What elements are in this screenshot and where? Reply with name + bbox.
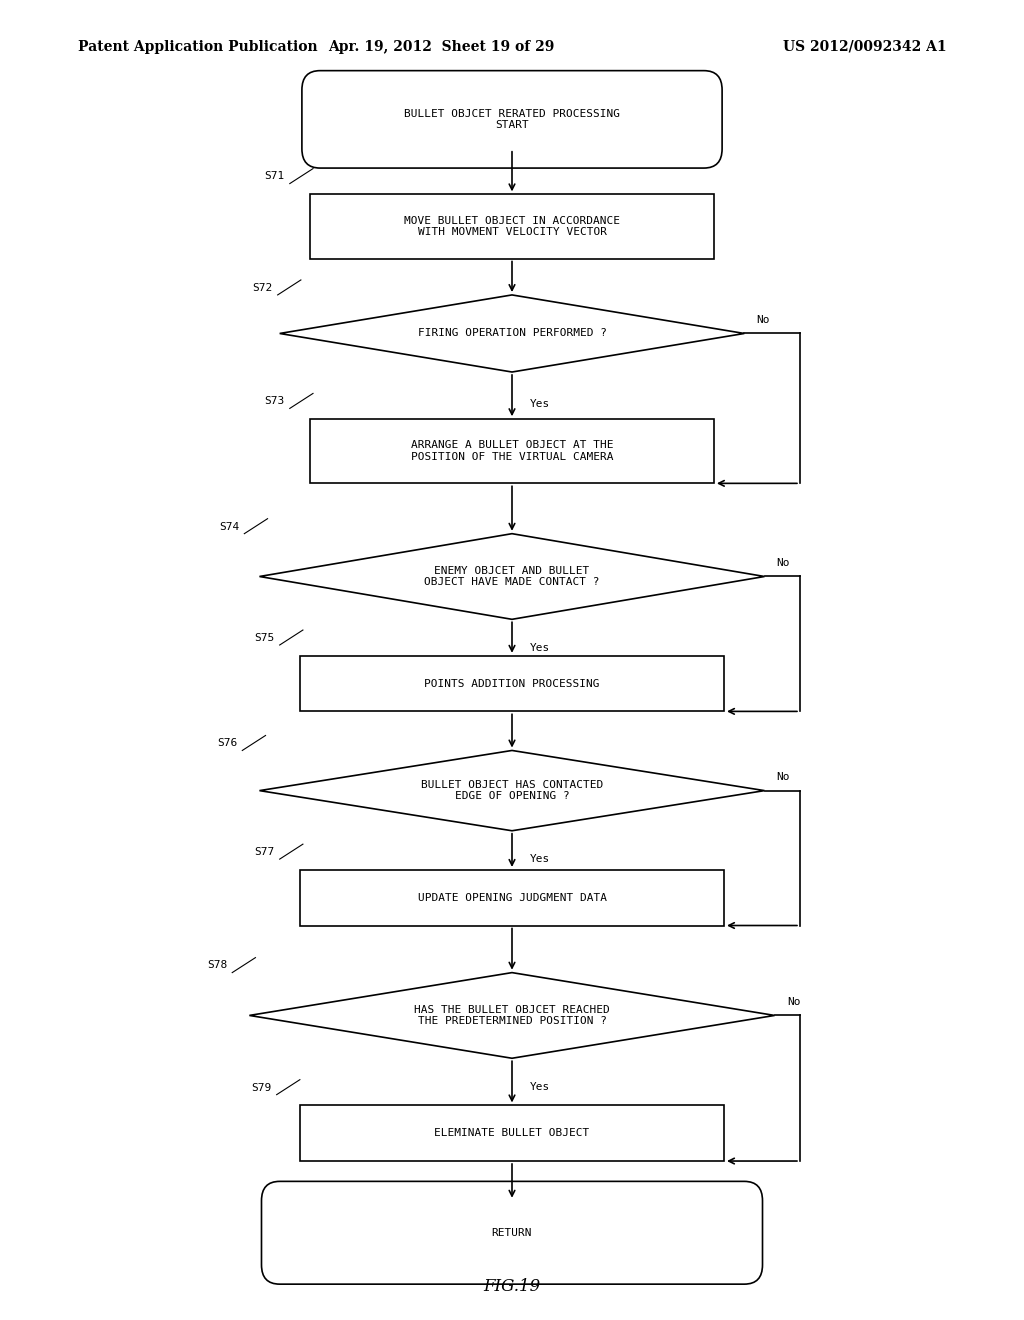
Text: S76: S76 [217,738,238,748]
Text: S71: S71 [264,172,285,181]
Text: HAS THE BULLET OBJCET REACHED
THE PREDETERMINED POSITION ?: HAS THE BULLET OBJCET REACHED THE PREDET… [414,1005,610,1026]
Text: No: No [776,557,791,568]
Text: FIRING OPERATION PERFORMED ?: FIRING OPERATION PERFORMED ? [418,329,606,338]
Text: S74: S74 [219,521,240,532]
Text: S77: S77 [254,847,274,857]
Bar [300,870,724,925]
Polygon shape [259,751,765,830]
Text: BULLET OBJCET RERATED PROCESSING
START: BULLET OBJCET RERATED PROCESSING START [404,108,620,131]
Bar [310,420,714,483]
Text: Yes: Yes [530,1082,551,1092]
Text: ELEMINATE BULLET OBJECT: ELEMINATE BULLET OBJECT [434,1129,590,1138]
Text: Apr. 19, 2012  Sheet 19 of 29: Apr. 19, 2012 Sheet 19 of 29 [328,40,554,54]
Text: UPDATE OPENING JUDGMENT DATA: UPDATE OPENING JUDGMENT DATA [418,892,606,903]
Text: No: No [786,997,800,1007]
Text: POINTS ADDITION PROCESSING: POINTS ADDITION PROCESSING [424,678,600,689]
Text: ARRANGE A BULLET OBJECT AT THE
POSITION OF THE VIRTUAL CAMERA: ARRANGE A BULLET OBJECT AT THE POSITION … [411,441,613,462]
Text: S72: S72 [252,282,272,293]
Text: MOVE BULLET OBJECT IN ACCORDANCE
WITH MOVMENT VELOCITY VECTOR: MOVE BULLET OBJECT IN ACCORDANCE WITH MO… [404,215,620,238]
Bar [300,656,724,711]
Bar [310,194,714,259]
Polygon shape [259,533,765,619]
FancyBboxPatch shape [261,1181,763,1284]
Text: BULLET OBJECT HAS CONTACTED
EDGE OF OPENING ?: BULLET OBJECT HAS CONTACTED EDGE OF OPEN… [421,780,603,801]
Text: ENEMY OBJCET AND BULLET
OBJECT HAVE MADE CONTACT ?: ENEMY OBJCET AND BULLET OBJECT HAVE MADE… [424,566,600,587]
Text: S79: S79 [251,1082,271,1093]
Text: FIG.19: FIG.19 [483,1278,541,1295]
FancyBboxPatch shape [302,71,722,168]
Text: Yes: Yes [530,854,551,865]
Text: S73: S73 [264,396,285,407]
Polygon shape [250,973,774,1059]
Text: RETURN: RETURN [492,1228,532,1238]
Text: Yes: Yes [530,643,551,653]
Text: Patent Application Publication: Patent Application Publication [78,40,317,54]
Text: No: No [757,314,770,325]
Polygon shape [280,294,744,372]
Text: US 2012/0092342 A1: US 2012/0092342 A1 [782,40,946,54]
Text: S75: S75 [254,632,274,643]
Text: S78: S78 [207,961,227,970]
Bar [300,1105,724,1162]
Text: Yes: Yes [530,399,551,409]
Text: No: No [776,772,791,781]
